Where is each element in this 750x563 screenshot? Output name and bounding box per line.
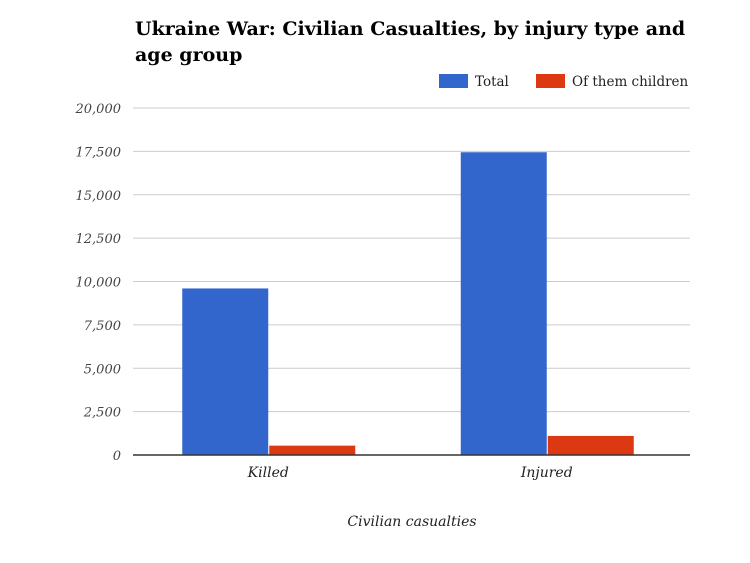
y-tick-label: 2,500 — [83, 406, 121, 421]
x-category-label: Injured — [520, 465, 573, 481]
y-tick-label: 20,000 — [75, 102, 122, 117]
y-tick-label: 17,500 — [76, 145, 122, 160]
y-tick-label: 0 — [113, 449, 121, 464]
legend-swatch — [536, 74, 565, 88]
bar-injured-0 — [460, 152, 547, 455]
legend-label: Total — [475, 74, 509, 90]
x-category-label: Killed — [247, 465, 289, 481]
chart-title: Ukraine War: Civilian Casualties, by inj… — [135, 18, 686, 66]
y-tick-label: 10,000 — [76, 276, 122, 291]
bar-killed-1 — [269, 445, 356, 455]
y-tick-label: 15,000 — [76, 189, 122, 204]
y-tick-label: 7,500 — [84, 319, 121, 334]
y-tick-label: 5,000 — [84, 362, 121, 377]
bar-killed-0 — [182, 288, 269, 455]
legend-label: Of them children — [572, 74, 689, 90]
bar-injured-1 — [547, 435, 634, 455]
legend-swatch — [439, 74, 468, 88]
y-tick-label: 12,500 — [76, 232, 122, 247]
x-axis-title: Civilian casualties — [347, 514, 476, 530]
